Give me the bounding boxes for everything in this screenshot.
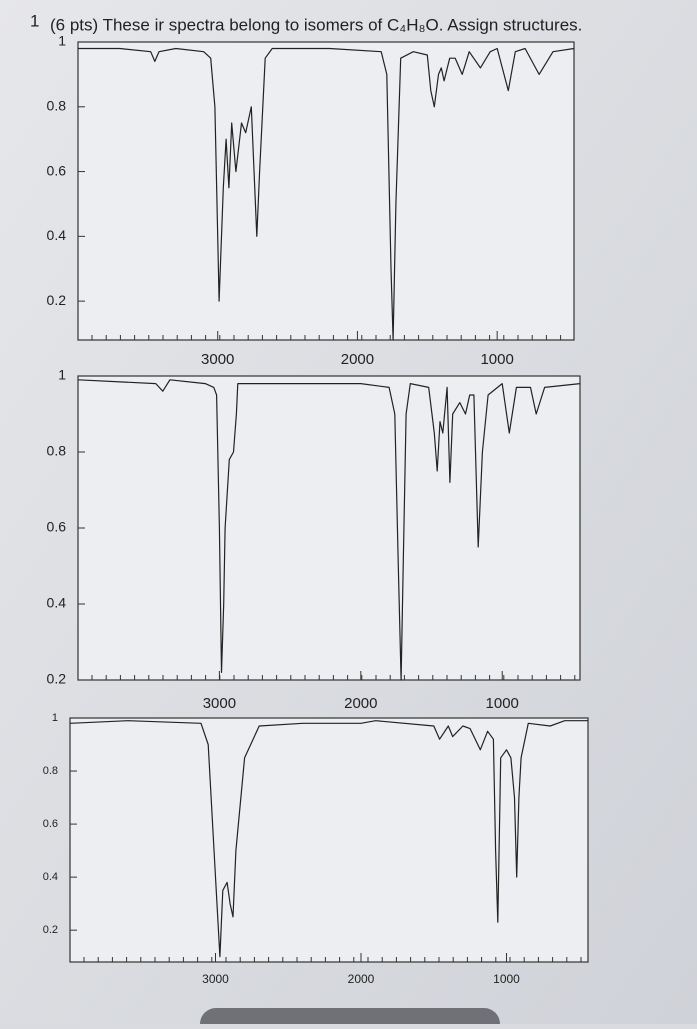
plot-area bbox=[69, 717, 589, 963]
y-tick-label: 0.8 bbox=[47, 97, 67, 113]
y-tick-label: 0.6 bbox=[47, 519, 67, 535]
x-tick-label: 3000 bbox=[202, 972, 229, 986]
x-tick-label: 1000 bbox=[480, 351, 513, 368]
y-tick-label: 0.8 bbox=[43, 765, 58, 777]
x-tick-label: 2000 bbox=[344, 695, 377, 712]
x-tick-label: 2000 bbox=[341, 351, 374, 368]
question-text: (6 pts) These ir spectra belong to isome… bbox=[50, 15, 582, 34]
y-tick-label: 0.6 bbox=[47, 162, 67, 178]
plot-area bbox=[77, 41, 575, 341]
spectrum-line bbox=[78, 47, 575, 341]
plot-area bbox=[77, 375, 581, 681]
x-tick-label: 3000 bbox=[201, 351, 234, 368]
y-tick-label: 0.4 bbox=[47, 227, 67, 243]
x-tick-label: 2000 bbox=[348, 972, 375, 986]
x-tick-label: 1000 bbox=[486, 695, 519, 712]
y-tick-label: 0.4 bbox=[43, 871, 58, 883]
spectrum-line bbox=[77, 379, 581, 681]
y-tick-label: 1 bbox=[52, 712, 58, 724]
x-tick-label: 1000 bbox=[493, 972, 520, 986]
y-tick-label: 0.6 bbox=[43, 818, 58, 830]
y-tick-label: 0.2 bbox=[47, 292, 67, 308]
shadow bbox=[200, 1008, 500, 1029]
y-tick-label: 0.4 bbox=[47, 595, 67, 611]
y-tick-label: 0.2 bbox=[47, 671, 67, 687]
y-tick-label: 0.2 bbox=[43, 924, 58, 936]
spectrum-line bbox=[69, 720, 588, 958]
y-tick-label: 1 bbox=[58, 367, 66, 383]
question-number: 1 bbox=[30, 11, 39, 30]
y-tick-label: 0.8 bbox=[47, 443, 67, 459]
x-tick-label: 3000 bbox=[203, 695, 236, 712]
y-tick-label: 1 bbox=[58, 33, 66, 49]
